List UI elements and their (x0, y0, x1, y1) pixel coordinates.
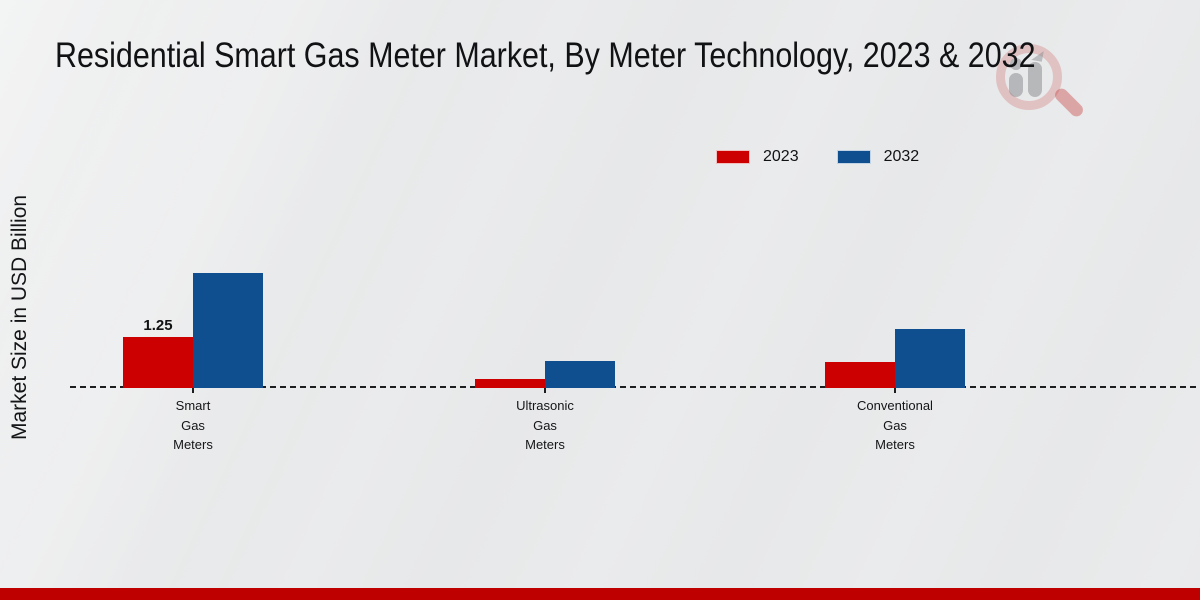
legend: 2023 2032 (716, 148, 919, 166)
logo-person-body-icon (1009, 73, 1023, 97)
x-axis-tick (894, 388, 896, 393)
bar-2023-ultrasonic-gas-meters (475, 378, 545, 388)
bar-2032-conventional-gas-meters (895, 328, 965, 388)
category-label: Conventional Gas Meters (857, 398, 933, 452)
bar-2032-ultrasonic-gas-meters (545, 360, 615, 388)
legend-label-2032: 2032 (883, 148, 920, 165)
magnifier-ring-icon (996, 44, 1062, 110)
logo-bar-icon (1028, 62, 1042, 97)
x-axis-tick (192, 388, 194, 393)
bar-2023-smart-gas-meters (123, 336, 193, 388)
logo-person-head-icon (1010, 58, 1022, 70)
brand-watermark-logo-icon (992, 42, 1092, 122)
footer-accent-bar (0, 588, 1200, 600)
legend-item-2032: 2032 (836, 148, 920, 166)
category-label: Ultrasonic Gas Meters (516, 398, 574, 452)
bar-value-label: 1.25 (143, 316, 173, 334)
chart-title: Residential Smart Gas Meter Market, By M… (55, 36, 1036, 75)
legend-label-2023: 2023 (763, 148, 799, 165)
x-axis-baseline (70, 386, 1196, 388)
legend-item-2023: 2023 (716, 148, 799, 166)
legend-swatch-2023 (716, 150, 750, 164)
category-label: Smart Gas Meters (173, 398, 213, 452)
legend-swatch-2032 (836, 150, 871, 164)
bar-2023-conventional-gas-meters (825, 362, 895, 388)
bar-2032-smart-gas-meters (193, 273, 263, 388)
x-axis-tick (544, 388, 546, 393)
